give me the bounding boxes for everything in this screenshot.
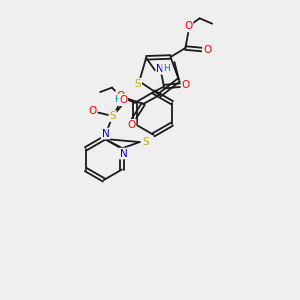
Text: N: N xyxy=(157,64,164,74)
Text: N: N xyxy=(118,95,126,105)
Text: S: S xyxy=(142,137,149,147)
Text: O: O xyxy=(182,80,190,90)
Text: H: H xyxy=(114,95,121,104)
Text: H: H xyxy=(163,64,170,73)
Text: O: O xyxy=(203,44,211,55)
Text: N: N xyxy=(102,129,110,139)
Text: O: O xyxy=(184,21,193,31)
Text: O: O xyxy=(88,106,97,116)
Text: O: O xyxy=(116,92,124,101)
Text: O: O xyxy=(127,120,136,130)
Text: S: S xyxy=(135,79,141,89)
Text: O: O xyxy=(119,95,127,105)
Text: S: S xyxy=(110,111,116,121)
Text: N: N xyxy=(120,148,128,158)
